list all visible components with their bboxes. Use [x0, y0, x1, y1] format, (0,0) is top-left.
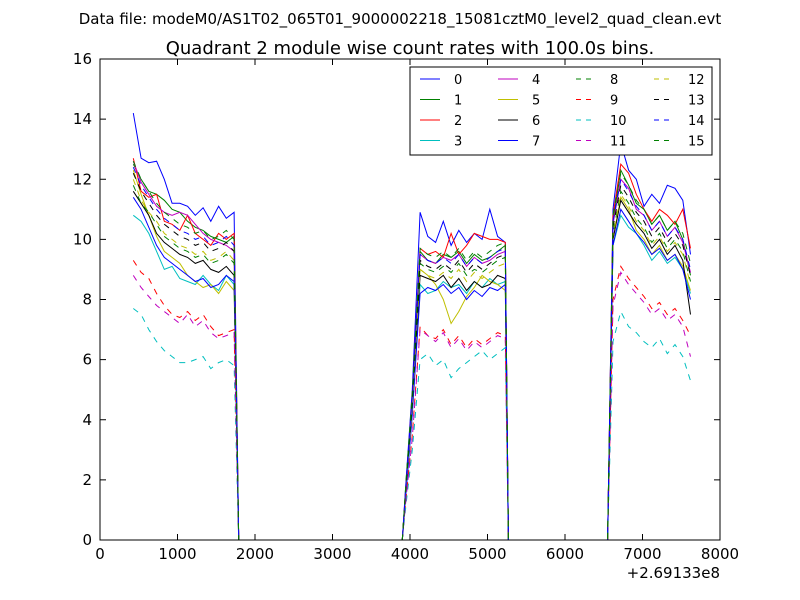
x-tick-label: 8000: [701, 545, 739, 563]
legend-label: 11: [610, 135, 627, 150]
y-tick-label: 2: [82, 471, 92, 489]
x-tick-label: 2000: [236, 545, 274, 563]
y-tick-label: 8: [82, 291, 92, 309]
legend-label: 13: [688, 94, 705, 109]
y-tick-label: 16: [73, 50, 92, 68]
legend-label: 15: [688, 135, 705, 150]
legend-label: 9: [610, 94, 618, 109]
legend-label: 14: [688, 114, 705, 129]
x-tick-label: 6000: [546, 545, 584, 563]
legend-label: 8: [610, 73, 618, 88]
legend-label: 4: [532, 73, 540, 88]
series-line-5: [132, 170, 691, 541]
series-line-7: [132, 197, 691, 541]
legend-frame: [409, 66, 713, 156]
legend-label: 7: [532, 135, 540, 150]
legend-label: 12: [688, 73, 705, 88]
series-layer: [132, 113, 691, 541]
legend-label: 0: [454, 73, 462, 88]
legend-label: 5: [532, 94, 540, 109]
x-axis-offset-label: +2.69133e8: [627, 564, 720, 582]
x-tick-label: 1000: [158, 545, 196, 563]
series-line-4: [132, 161, 691, 541]
chart-title: Quadrant 2 module wise count rates with …: [166, 38, 655, 59]
legend-label: 10: [610, 114, 627, 129]
y-tick-label: 0: [82, 531, 92, 549]
series-line-12: [132, 179, 691, 541]
x-tick-label: 7000: [623, 545, 661, 563]
series-line-10: [132, 308, 691, 541]
x-tick-label: 3000: [313, 545, 351, 563]
x-axis: 0 1000 2000 3000 4000 5000 6000 7000 8000: [95, 59, 739, 563]
series-line-6: [132, 191, 691, 541]
y-tick-label: 12: [73, 170, 92, 188]
legend-label: 6: [532, 114, 540, 129]
y-tick-label: 10: [73, 230, 92, 248]
series-line-9: [132, 260, 691, 541]
legend-label: 2: [454, 114, 462, 129]
legend-label: 1: [454, 94, 462, 109]
x-tick-label: 5000: [468, 545, 506, 563]
y-tick-label: 4: [82, 411, 92, 429]
series-line-2: [132, 158, 691, 541]
y-tick-label: 6: [82, 351, 92, 369]
series-line-11: [132, 271, 691, 541]
figure-suptitle: Data file: modeM0/AS1T02_065T01_90000022…: [79, 10, 722, 29]
legend-label: 3: [454, 135, 462, 150]
x-tick-label: 0: [95, 545, 105, 563]
y-tick-label: 14: [73, 110, 92, 128]
x-tick-label: 4000: [391, 545, 429, 563]
